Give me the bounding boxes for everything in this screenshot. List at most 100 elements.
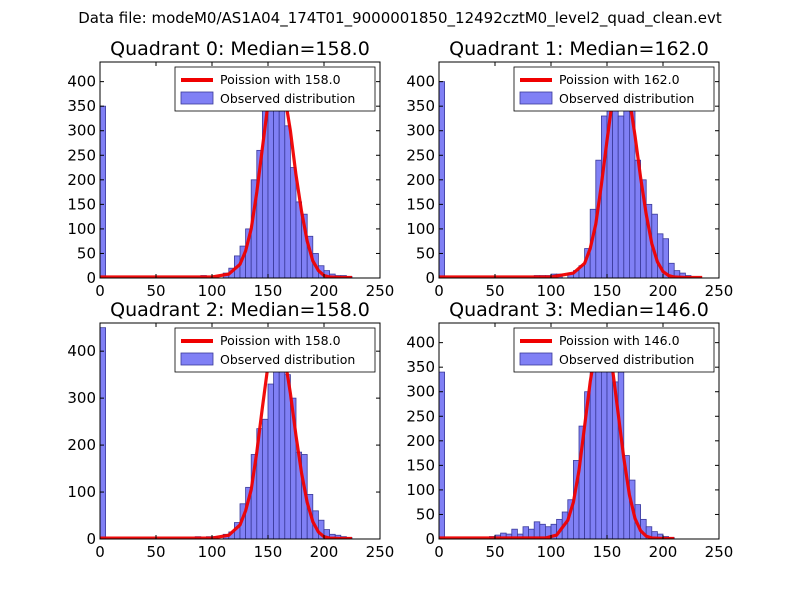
legend-label-hist: Observed distribution (220, 352, 355, 367)
legend-bar-swatch (180, 352, 214, 366)
histogram-bar (662, 238, 669, 278)
y-tick-label: 50 (77, 244, 96, 262)
legend-label-hist: Observed distribution (559, 91, 694, 106)
y-tick-label: 200 (406, 171, 435, 189)
legend-bar-swatch (519, 352, 553, 366)
legend: Poission with 158.0 Observed distribution (174, 327, 376, 373)
axes-frame (438, 322, 720, 540)
legend: Poission with 162.0 Observed distribution (513, 66, 715, 112)
y-tick-label: 300 (406, 122, 435, 140)
panel-title: Quadrant 2: Median=158.0 (110, 299, 370, 321)
y-tick-label: 100 (406, 481, 435, 499)
y-tick-label: 350 (67, 97, 96, 115)
histogram-bar (267, 383, 274, 539)
x-tick-label: 50 (485, 543, 504, 561)
histogram-bar (267, 91, 274, 278)
axes-frame (438, 61, 720, 279)
x-tick-label: 50 (146, 282, 165, 300)
x-tick-label: 150 (254, 543, 283, 561)
y-tick-label: 200 (67, 436, 96, 454)
y-tick-label: 400 (67, 73, 96, 91)
plot-area (100, 70, 353, 278)
x-tick-label: 50 (146, 543, 165, 561)
histogram-bar (278, 110, 286, 278)
axes-frame (99, 322, 381, 540)
histogram-bar (100, 105, 106, 278)
y-tick-label: 300 (406, 383, 435, 401)
histogram-bar (284, 125, 291, 278)
axes-frame (99, 61, 381, 279)
y-tick-label: 400 (67, 342, 96, 360)
x-tick-label: 0 (434, 543, 444, 561)
y-tick-label: 250 (67, 146, 96, 164)
x-tick-label: 100 (198, 543, 227, 561)
y-tick-label: 350 (406, 358, 435, 376)
y-tick-label: 200 (406, 432, 435, 450)
x-tick-label: 250 (705, 543, 734, 561)
x-tick-label: 200 (310, 543, 339, 561)
y-tick-label: 250 (406, 146, 435, 164)
y-tick-label: 200 (67, 171, 96, 189)
y-tick-label: 400 (406, 73, 435, 91)
histogram-bar (100, 327, 106, 539)
legend-label-fit: Poission with 158.0 (220, 72, 341, 87)
legend-label-fit: Poission with 146.0 (559, 333, 680, 348)
histogram-bar (289, 167, 297, 278)
histogram-bar (439, 371, 445, 539)
legend-label-hist: Observed distribution (220, 91, 355, 106)
legend-bar-swatch (519, 91, 553, 105)
x-tick-label: 50 (485, 282, 504, 300)
x-tick-label: 100 (198, 282, 227, 300)
panel-title: Quadrant 1: Median=162.0 (449, 38, 709, 60)
chart-panel-0: 0 50 100 150 200 250 0 50 100 150 200 250 300 350 400 Q… (67, 38, 394, 300)
y-tick-label: 250 (406, 407, 435, 425)
y-tick-label: 150 (406, 195, 435, 213)
histogram-bar (261, 418, 269, 539)
y-tick-label: 0 (425, 269, 435, 287)
y-tick-label: 100 (406, 220, 435, 238)
y-tick-label: 350 (406, 97, 435, 115)
panel-title: Quadrant 3: Median=146.0 (449, 299, 709, 321)
x-tick-label: 150 (593, 282, 622, 300)
histogram-bar (284, 374, 291, 539)
y-tick-label: 100 (67, 220, 96, 238)
y-tick-label: 100 (67, 483, 96, 501)
panel-title: Quadrant 0: Median=158.0 (110, 38, 370, 60)
legend-bar-swatch (180, 91, 214, 105)
x-tick-label: 200 (649, 282, 678, 300)
y-tick-label: 300 (67, 389, 96, 407)
y-tick-label: 50 (416, 244, 435, 262)
x-tick-label: 100 (537, 282, 566, 300)
x-tick-label: 200 (649, 543, 678, 561)
chart-panel-2: 0 50 100 150 200 250 0 100 200 300 400 Quadrant 2: … (67, 299, 394, 561)
histogram-bar (589, 361, 597, 539)
legend-label-fit: Poission with 158.0 (220, 333, 341, 348)
histogram-bar (595, 356, 602, 539)
x-tick-label: 150 (254, 282, 283, 300)
chart-panel-1: 0 50 100 150 200 250 0 50 100 150 200 250 300 350 400 Q… (406, 38, 733, 300)
y-tick-label: 50 (416, 505, 435, 523)
y-tick-label: 300 (67, 122, 96, 140)
y-tick-label: 0 (86, 530, 96, 548)
x-tick-label: 200 (310, 282, 339, 300)
x-tick-label: 250 (705, 282, 734, 300)
y-tick-label: 0 (425, 530, 435, 548)
histogram-bar (273, 346, 280, 539)
legend: Poission with 146.0 Observed distribution (513, 327, 715, 373)
figure-title: Data file: modeM0/AS1A04_174T01_90000018… (78, 9, 722, 27)
histogram-bar (617, 115, 625, 278)
histogram-bar (606, 352, 613, 539)
y-tick-label: 150 (67, 195, 96, 213)
x-tick-label: 0 (95, 282, 105, 300)
y-tick-label: 400 (406, 334, 435, 352)
x-tick-label: 150 (593, 543, 622, 561)
chart-panel-3: 0 50 100 150 200 250 0 50 100 150 200 250 300 350 400 Q… (406, 299, 733, 561)
legend-label-fit: Poission with 162.0 (559, 72, 680, 87)
x-tick-label: 250 (366, 543, 395, 561)
histogram-bar (612, 91, 619, 278)
x-tick-label: 0 (434, 282, 444, 300)
x-tick-label: 100 (537, 543, 566, 561)
legend: Poission with 158.0 Observed distribution (174, 66, 376, 112)
x-tick-label: 0 (95, 543, 105, 561)
